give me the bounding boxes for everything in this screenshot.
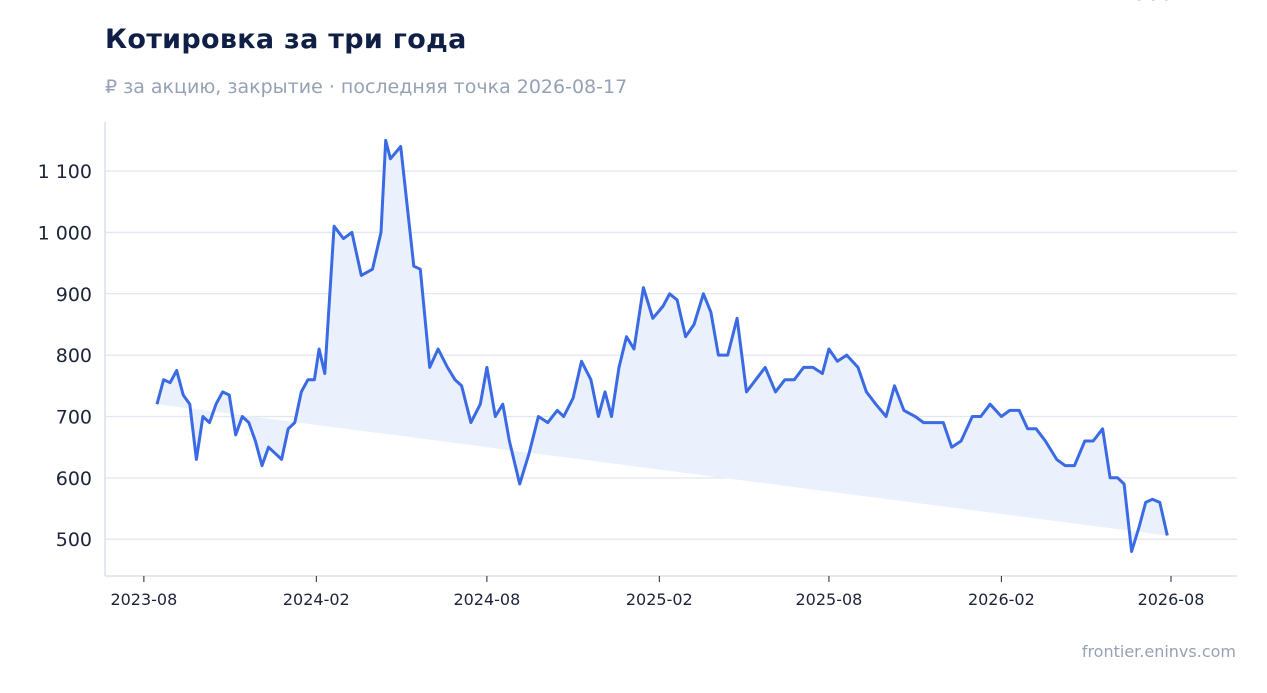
x-tick-label: 2025-08 [796, 590, 863, 609]
chart-title: Котировка за три года [105, 24, 467, 55]
price-line-series [155, 138, 1169, 553]
x-tick-label: 2024-08 [453, 590, 520, 609]
y-tick-label: 800 [56, 345, 92, 367]
y-tick-label: 700 [56, 406, 92, 428]
y-tick-label: 900 [56, 284, 92, 306]
x-axis-ticks: 2023-08 2024-02 2024-08 2025-02 2025-08 2026-… [110, 576, 1204, 609]
price-area-fill [156, 140, 1168, 552]
chart-subtitle: ₽ за акцию, закрытие · последняя точка 2… [105, 76, 628, 98]
y-tick-label: 600 [56, 468, 92, 490]
y-tick-label: 1 000 [38, 222, 92, 244]
x-tick-label: 2026-08 [1138, 590, 1205, 609]
source-watermark: frontier.eninvs.com [1081, 642, 1236, 661]
last-value-label: 506 [1133, 0, 1173, 5]
y-tick-label: 500 [56, 529, 92, 551]
x-tick-label: 2024-02 [283, 590, 350, 609]
y-axis-ticks: 500 600 700 800 900 1 000 1 100 [38, 161, 92, 551]
y-tick-label: 1 100 [38, 161, 92, 183]
x-tick-label: 2026-02 [968, 590, 1035, 609]
x-tick-label: 2023-08 [110, 590, 177, 609]
x-tick-label: 2025-02 [626, 590, 693, 609]
